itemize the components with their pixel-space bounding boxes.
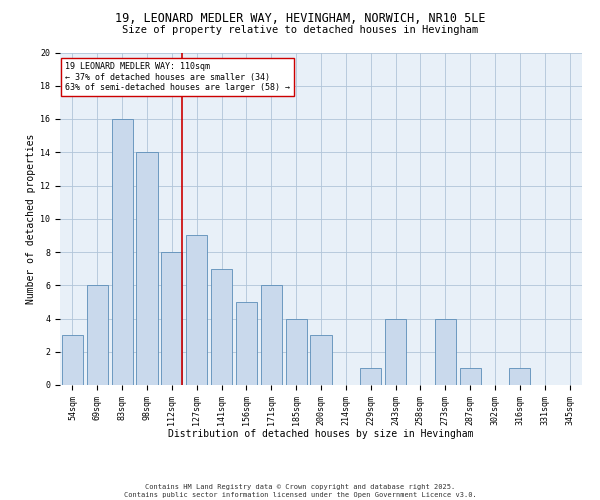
Bar xyxy=(112,119,133,385)
Text: 19, LEONARD MEDLER WAY, HEVINGHAM, NORWICH, NR10 5LE: 19, LEONARD MEDLER WAY, HEVINGHAM, NORWI… xyxy=(115,12,485,26)
Bar xyxy=(509,368,530,385)
Bar xyxy=(161,252,182,385)
Text: Contains HM Land Registry data © Crown copyright and database right 2025.
Contai: Contains HM Land Registry data © Crown c… xyxy=(124,484,476,498)
Bar xyxy=(136,152,158,385)
Bar xyxy=(286,318,307,385)
Text: 19 LEONARD MEDLER WAY: 110sqm
← 37% of detached houses are smaller (34)
63% of s: 19 LEONARD MEDLER WAY: 110sqm ← 37% of d… xyxy=(65,62,290,92)
X-axis label: Distribution of detached houses by size in Hevingham: Distribution of detached houses by size … xyxy=(168,429,474,439)
Bar xyxy=(360,368,381,385)
Bar xyxy=(186,236,207,385)
Bar xyxy=(460,368,481,385)
Bar xyxy=(87,285,108,385)
Bar xyxy=(385,318,406,385)
Bar xyxy=(261,285,282,385)
Bar xyxy=(62,335,83,385)
Bar xyxy=(211,268,232,385)
Bar xyxy=(435,318,456,385)
Text: Size of property relative to detached houses in Hevingham: Size of property relative to detached ho… xyxy=(122,25,478,35)
Bar xyxy=(236,302,257,385)
Bar xyxy=(310,335,332,385)
Y-axis label: Number of detached properties: Number of detached properties xyxy=(26,134,36,304)
